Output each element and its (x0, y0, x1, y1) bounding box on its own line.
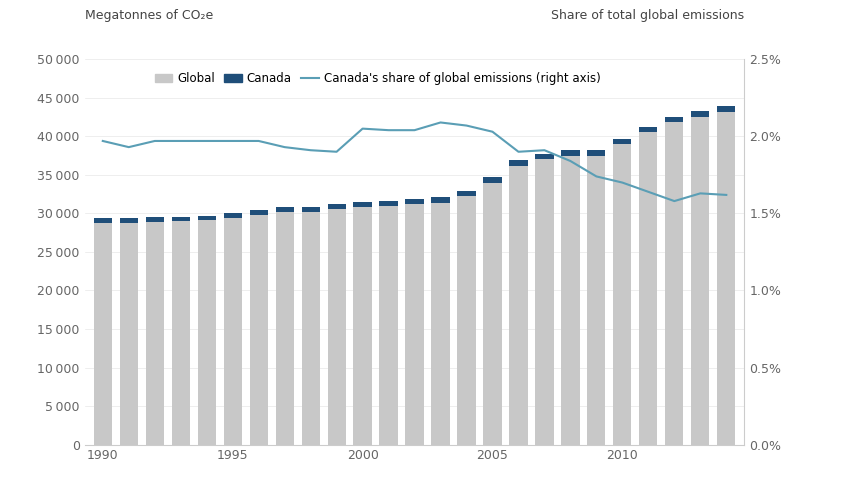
Bar (327, 204, 346, 209)
Bar (94, 223, 112, 445)
Bar (509, 160, 528, 165)
Bar (405, 204, 424, 445)
Canada's share (332, 149, 342, 155)
Canada's share (383, 127, 393, 133)
Text: Megatonnes of CO₂e: Megatonnes of CO₂e (85, 9, 213, 22)
Bar (380, 201, 398, 206)
Canada's share (201, 138, 212, 144)
Canada's share (279, 144, 289, 150)
Canada's share (228, 138, 238, 144)
Bar (536, 154, 553, 160)
Legend: Global, Canada, Canada's share of global emissions (right axis): Global, Canada, Canada's share of global… (150, 67, 605, 89)
Bar (691, 117, 710, 445)
Bar (119, 223, 138, 445)
Canada's share (358, 125, 368, 131)
Canada's share (669, 198, 679, 204)
Bar (458, 191, 475, 197)
Bar (276, 212, 294, 445)
Bar (431, 203, 449, 445)
Bar (301, 207, 320, 212)
Bar (146, 222, 164, 445)
Bar (717, 106, 735, 112)
Canada's share (722, 192, 732, 198)
Canada's share (643, 189, 653, 195)
Canada's share (618, 180, 628, 186)
Canada's share (150, 138, 160, 144)
Text: Share of total global emissions: Share of total global emissions (552, 9, 744, 22)
Bar (405, 199, 424, 204)
Canada's share (591, 173, 602, 179)
Bar (613, 139, 631, 144)
Bar (483, 183, 502, 445)
Bar (458, 197, 475, 445)
Bar (223, 218, 242, 445)
Bar (640, 132, 657, 445)
Canada's share (436, 120, 446, 125)
Bar (172, 221, 190, 445)
Bar (250, 210, 267, 215)
Bar (691, 112, 710, 117)
Bar (198, 216, 216, 220)
Bar (587, 150, 606, 156)
Bar (327, 209, 346, 445)
Canada's share (461, 123, 471, 128)
Bar (146, 217, 164, 222)
Canada's share (514, 149, 524, 155)
Bar (198, 220, 216, 445)
Bar (665, 117, 684, 123)
Bar (94, 218, 112, 223)
Bar (354, 202, 371, 207)
Bar (509, 165, 528, 445)
Bar (587, 156, 606, 445)
Bar (276, 207, 294, 212)
Canada's share (409, 127, 420, 133)
Canada's share (254, 138, 264, 144)
Canada's share (487, 129, 497, 135)
Canada's share (97, 138, 107, 144)
Bar (431, 197, 449, 203)
Canada's share (176, 138, 186, 144)
Bar (483, 177, 502, 183)
Line: Canada's share: Canada's share (102, 123, 727, 201)
Bar (562, 156, 580, 445)
Bar (640, 127, 657, 132)
Bar (717, 112, 735, 445)
Canada's share (305, 147, 316, 153)
Bar (665, 123, 684, 445)
Bar (119, 218, 138, 223)
Bar (301, 212, 320, 445)
Bar (223, 213, 242, 218)
Bar (250, 215, 267, 445)
Canada's share (540, 147, 550, 153)
Canada's share (565, 158, 575, 164)
Bar (536, 160, 553, 445)
Bar (380, 206, 398, 445)
Bar (562, 150, 580, 156)
Bar (354, 207, 371, 445)
Canada's share (124, 144, 134, 150)
Canada's share (695, 190, 706, 196)
Bar (172, 216, 190, 221)
Bar (613, 144, 631, 445)
